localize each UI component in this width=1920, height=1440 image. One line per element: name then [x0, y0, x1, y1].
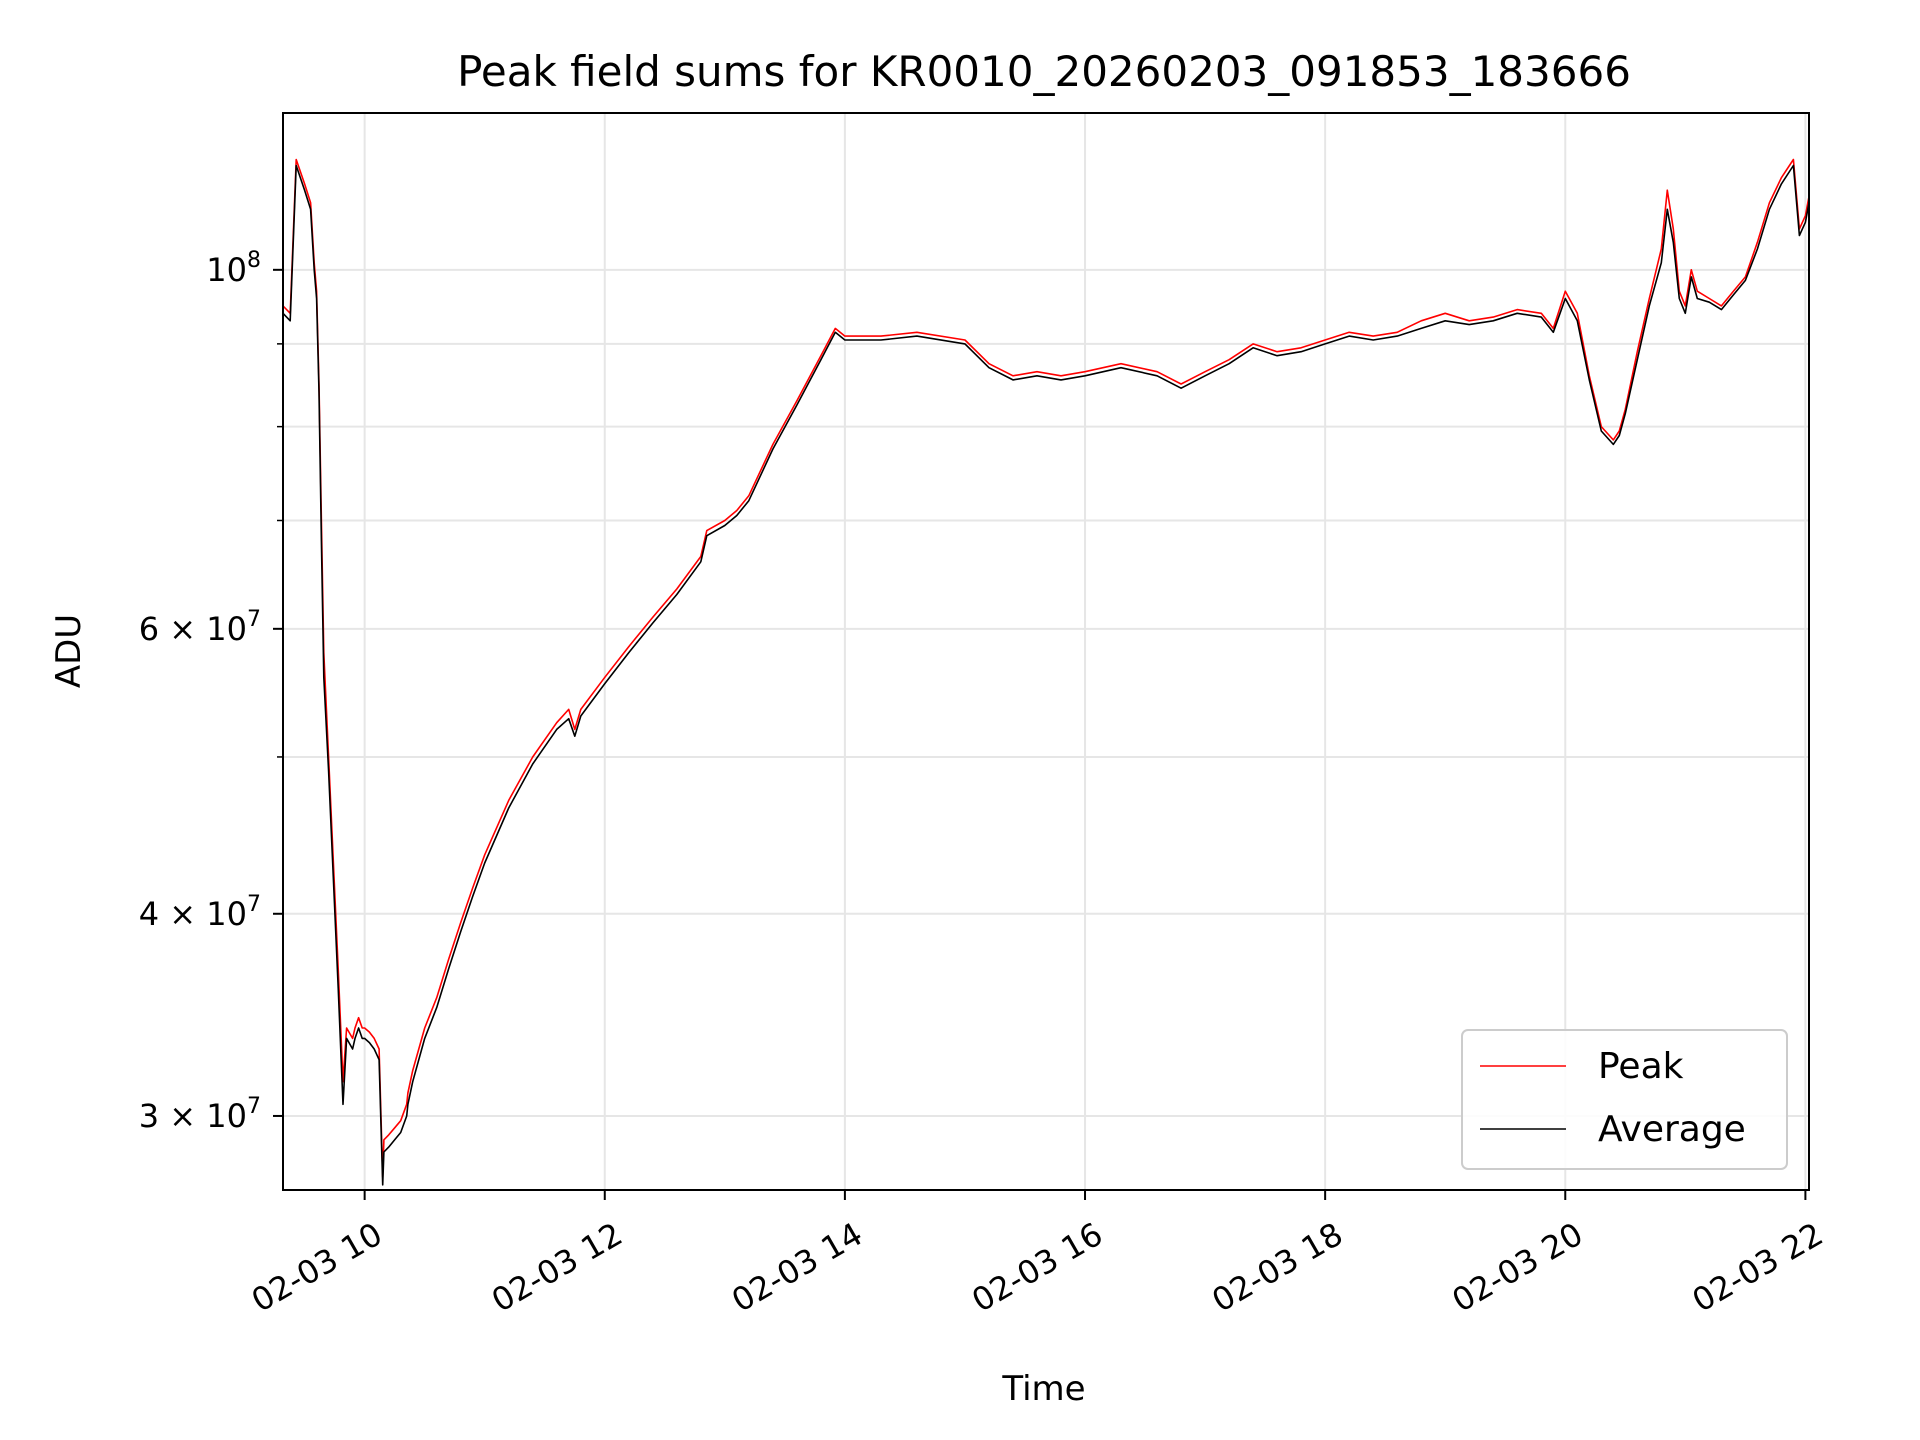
legend-label-average: Average [1598, 1109, 1746, 1150]
x-axis-title: Time [1001, 1369, 1085, 1409]
y-tick-label: 108 [206, 248, 261, 289]
series-group [283, 158, 1809, 1186]
series-line-average [283, 164, 1809, 1186]
legend: Peak Average [1461, 1029, 1788, 1170]
legend-label-peak: Peak [1598, 1046, 1684, 1087]
chart-title: Peak field sums for KR0010_20260203_0918… [457, 47, 1631, 96]
y-axis-title: ADU [49, 614, 89, 688]
legend-box [1461, 1029, 1788, 1170]
y-tick-label: 6 × 107 [139, 607, 261, 648]
y-axis-ticks: 3 × 107 4 × 107 6 × 107 108 [139, 248, 283, 1135]
series-line-peak [283, 158, 1809, 1178]
plot-frame [282, 112, 1810, 1191]
y-tick-label: 4 × 107 [139, 892, 261, 933]
y-tick-label: 3 × 107 [139, 1094, 261, 1135]
